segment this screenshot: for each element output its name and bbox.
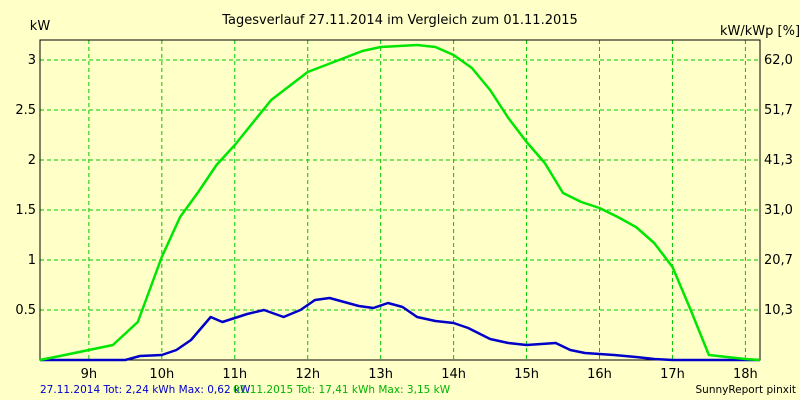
x-tick-label: 12h — [295, 367, 320, 382]
y-tick-label-left: 3 — [28, 53, 36, 68]
legend-series-2: 01.11.2015 Tot: 17,41 kWh Max: 3,15 kW — [233, 384, 451, 396]
axes: 9h 10h 11h 12h 13h 14h 15h 16h 17h 18h 0.5 10,3 1 20,… — [15, 39, 793, 382]
series — [39, 43, 761, 362]
chart-title: Tagesverlauf 27.11.2014 im Vergleich zum… — [221, 13, 578, 28]
y-tick-label-right: 10,3 — [764, 303, 793, 318]
y-tick-label-left: 2 — [28, 153, 36, 168]
x-tick-label: 14h — [441, 367, 466, 382]
x-tick-label: 18h — [733, 367, 758, 382]
y-tick-label-right: 51,7 — [764, 103, 793, 118]
y-axis-label-right: kW/kWp [%] — [720, 24, 800, 39]
y-axis-label-left: kW — [30, 19, 51, 34]
x-tick-label: 11h — [222, 367, 247, 382]
y-tick-label-right: 20,7 — [764, 253, 793, 268]
plot-frame — [39, 39, 761, 361]
series-line-2 — [39, 43, 761, 362]
y-tick-label-right: 41,3 — [764, 153, 793, 168]
x-tick-label: 15h — [514, 367, 539, 382]
x-tick-label: 10h — [149, 367, 174, 382]
series-line-1 — [40, 296, 760, 362]
y-tick-label-right: 31,0 — [764, 203, 793, 218]
y-tick-label-left: 1 — [28, 253, 36, 268]
legend-series-1: 27.11.2014 Tot: 2,24 kWh Max: 0,62 kW — [40, 384, 251, 396]
x-tick-label: 13h — [368, 367, 393, 382]
y-tick-label-left: 1.5 — [15, 203, 36, 218]
x-tick-label: 17h — [660, 367, 685, 382]
credit-text: SunnyReport pinxit — [696, 384, 796, 396]
y-tick-label-left: 0.5 — [15, 303, 36, 318]
x-tick-label: 9h — [81, 367, 98, 382]
y-tick-label-right: 62,0 — [764, 53, 793, 68]
x-tick-label: 16h — [587, 367, 612, 382]
y-tick-label-left: 2.5 — [15, 103, 36, 118]
